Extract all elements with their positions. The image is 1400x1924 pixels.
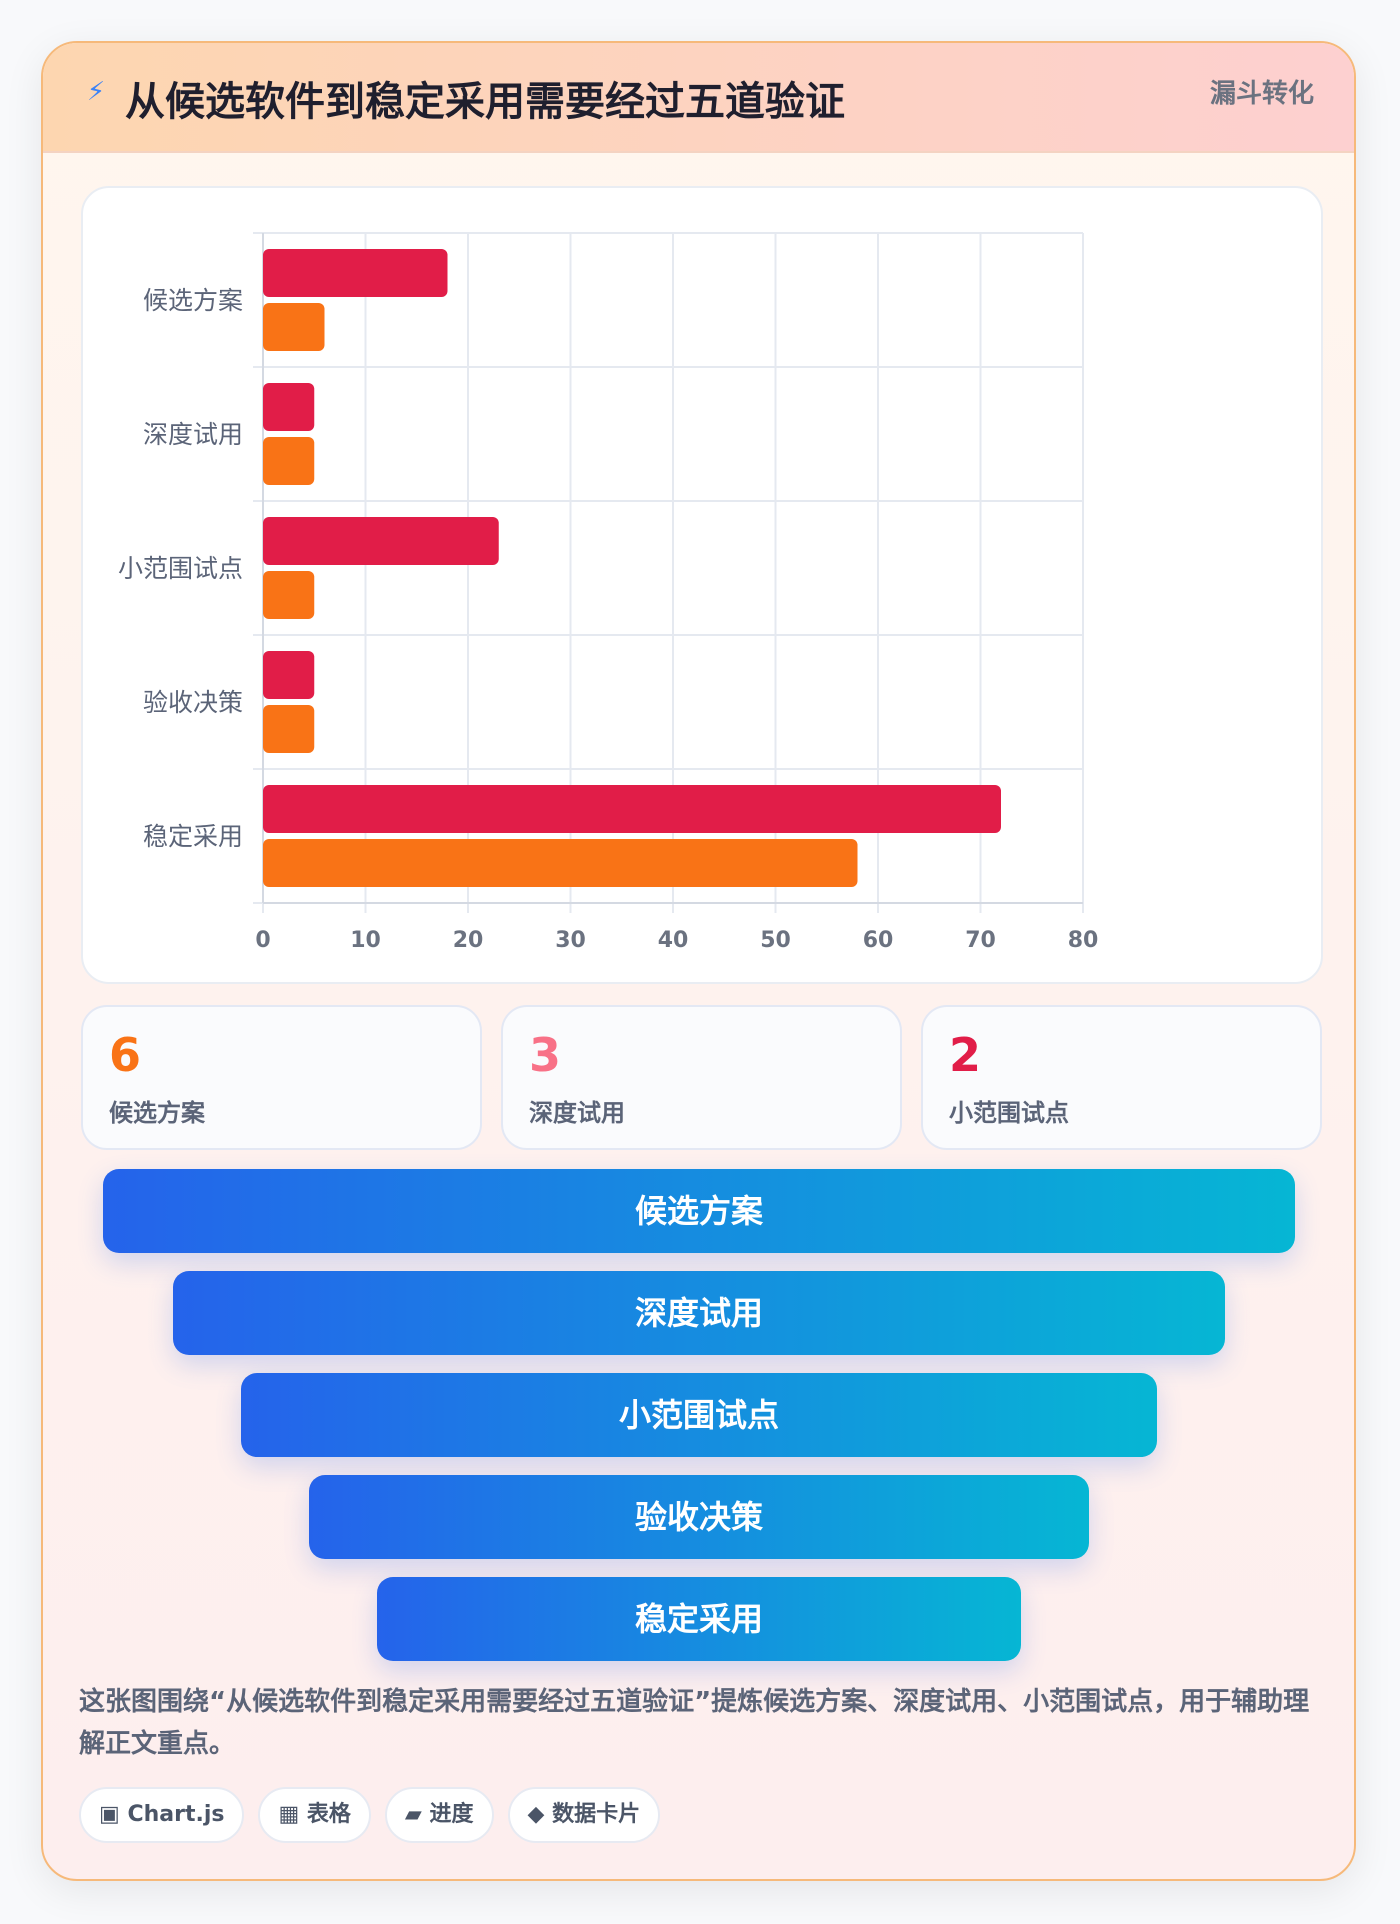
bar-chart-panel: 0 10 20 30 40 50 60 70 80 候选方案深度试用小范围试点验收决策稳定采用 [81,186,1323,984]
card-header: ⚡ 从候选软件到稳定采用需要经过五道验证 漏斗转化 [43,43,1354,153]
bar [263,437,315,485]
y-tick-label: 候选方案 [143,286,243,315]
stat-label: 深度试用 [529,1099,625,1127]
tag-chips: ▣ Chart.js ▦ 表格 ▰ 进度 ◆ 数据卡片 [79,1787,674,1847]
bar [263,571,315,619]
funnel-card: ⚡ 从候选软件到稳定采用需要经过五道验证 漏斗转化 0 10 20 30 40 50 60 7… [41,41,1356,1881]
stat-value: 3 [529,1028,562,1082]
summary-text: 这张图围绕“从候选软件到稳定采用需要经过五道验证”提炼候选方案、深度试用、小范围… [79,1687,1310,1759]
bar [263,383,315,431]
bar [263,303,325,351]
bolt-icon: ⚡ [86,77,106,107]
category-tag: 漏斗转化 [1209,79,1314,109]
chart-chip[interactable]: ▣ Chart.js [79,1787,245,1843]
bar [263,705,315,753]
bar [263,249,448,297]
y-tick-label: 深度试用 [143,420,243,449]
stat-value: 6 [109,1028,142,1082]
stat-label: 候选方案 [109,1099,205,1127]
x-tick-label: 20 [453,928,484,953]
funnel-stage-4: 验收决策 [309,1475,1089,1559]
stat-label: 小范围试点 [949,1099,1069,1127]
x-tick-label: 40 [658,928,689,953]
bar [263,785,1001,833]
x-tick-label: 0 [255,928,270,953]
x-tick-label: 60 [863,928,894,953]
card-title: 从候选软件到稳定采用需要经过五道验证 [125,79,845,125]
stat-card-1: 6 候选方案 [81,1005,482,1150]
funnel-stage-2: 深度试用 [173,1271,1225,1355]
x-tick-label: 80 [1068,928,1099,953]
funnel-stage-3: 小范围试点 [241,1373,1157,1457]
funnel-stage-1: 候选方案 [103,1169,1295,1253]
bar [263,651,315,699]
stat-card-3: 2 小范围试点 [921,1005,1322,1150]
stat-card-2: 3 深度试用 [501,1005,902,1150]
x-tick-label: 30 [555,928,586,953]
bar [263,839,858,887]
y-tick-label: 小范围试点 [118,554,243,583]
y-tick-label: 稳定采用 [143,822,243,851]
x-tick-label: 10 [350,928,381,953]
funnel-stage-5: 稳定采用 [377,1577,1021,1661]
x-tick-label: 70 [965,928,996,953]
table-chip[interactable]: ▦ 表格 [258,1787,371,1843]
progress-chip[interactable]: ▰ 进度 [384,1787,494,1843]
bar [263,517,499,565]
y-tick-label: 验收决策 [143,688,243,717]
data-card-chip[interactable]: ◆ 数据卡片 [507,1787,661,1843]
x-tick-label: 50 [760,928,791,953]
stat-value: 2 [949,1028,982,1082]
